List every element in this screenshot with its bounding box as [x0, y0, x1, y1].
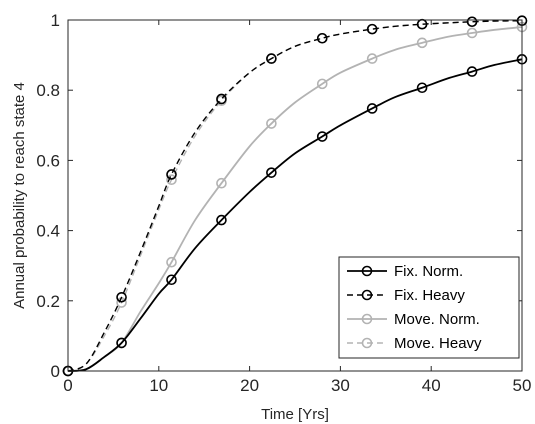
- y-tick-label: 0.8: [36, 81, 60, 100]
- data-point-marker: [266, 53, 277, 64]
- y-tick-label: 0.6: [36, 151, 60, 170]
- data-point-marker: [116, 337, 127, 349]
- data-point-marker: [266, 167, 277, 178]
- data-point-marker: [416, 37, 428, 49]
- y-tick-label: 0: [51, 362, 60, 381]
- data-point-marker: [266, 118, 277, 129]
- data-point-marker: [166, 274, 177, 286]
- data-point-marker: [166, 256, 177, 268]
- legend-entry-label: Move. Norm.: [394, 311, 480, 328]
- plot-area-frame: [67, 19, 523, 372]
- data-point-marker: [216, 93, 227, 105]
- x-tick-label: 0: [63, 376, 72, 395]
- x-axis-label: Time [Yrs]: [261, 406, 329, 423]
- series-line: [67, 26, 523, 372]
- data-point-marker: [316, 78, 328, 90]
- legend-box: [338, 256, 520, 359]
- y-tick-label: 0.4: [36, 222, 60, 241]
- y-tick-label: 0.2: [36, 292, 60, 311]
- x-tick-label: 40: [422, 376, 441, 395]
- data-point-marker: [216, 177, 227, 189]
- data-point-marker: [166, 174, 177, 186]
- legend-entry-label: Fix. Norm.: [394, 263, 463, 280]
- data-point-marker: [366, 53, 378, 64]
- data-point-marker: [116, 291, 127, 303]
- legend-swatch-marker: [361, 289, 373, 301]
- x-tick-label: 20: [240, 376, 259, 395]
- data-point-marker: [366, 23, 378, 35]
- data-point-marker: [466, 27, 478, 39]
- legend-swatch-marker: [361, 313, 373, 325]
- y-tick-label: 1: [51, 11, 60, 30]
- legend-entry-label: Move. Heavy: [394, 335, 482, 352]
- x-tick-label: 50: [513, 376, 532, 395]
- series-line: [67, 58, 523, 372]
- y-axis-label: Annual probability to reach state 4: [11, 82, 28, 309]
- x-tick-label: 10: [149, 376, 168, 395]
- legend-swatch-marker: [361, 265, 373, 277]
- axis-ticks-layer: 0 10 20 30 40 50 0 0.2 0.4 0.6 0.8 1: [36, 11, 531, 395]
- data-point-marker: [316, 32, 328, 44]
- series-line: [67, 20, 523, 372]
- data-point-marker: [466, 16, 478, 28]
- x-tick-label: 30: [331, 376, 350, 395]
- data-point-marker: [466, 66, 478, 77]
- legend-swatch-marker: [361, 337, 373, 349]
- legend-entry-label: Fix. Heavy: [394, 287, 465, 304]
- data-point-marker: [166, 169, 177, 180]
- data-point-marker: [366, 103, 378, 114]
- data-point-marker: [216, 214, 227, 226]
- data-point-marker: [316, 131, 328, 142]
- plot-series-layer: [62, 15, 528, 377]
- legend: Fix. Norm. Fix. Heavy Move. Norm. Move. Hea…: [338, 256, 520, 359]
- data-point-marker: [416, 82, 428, 94]
